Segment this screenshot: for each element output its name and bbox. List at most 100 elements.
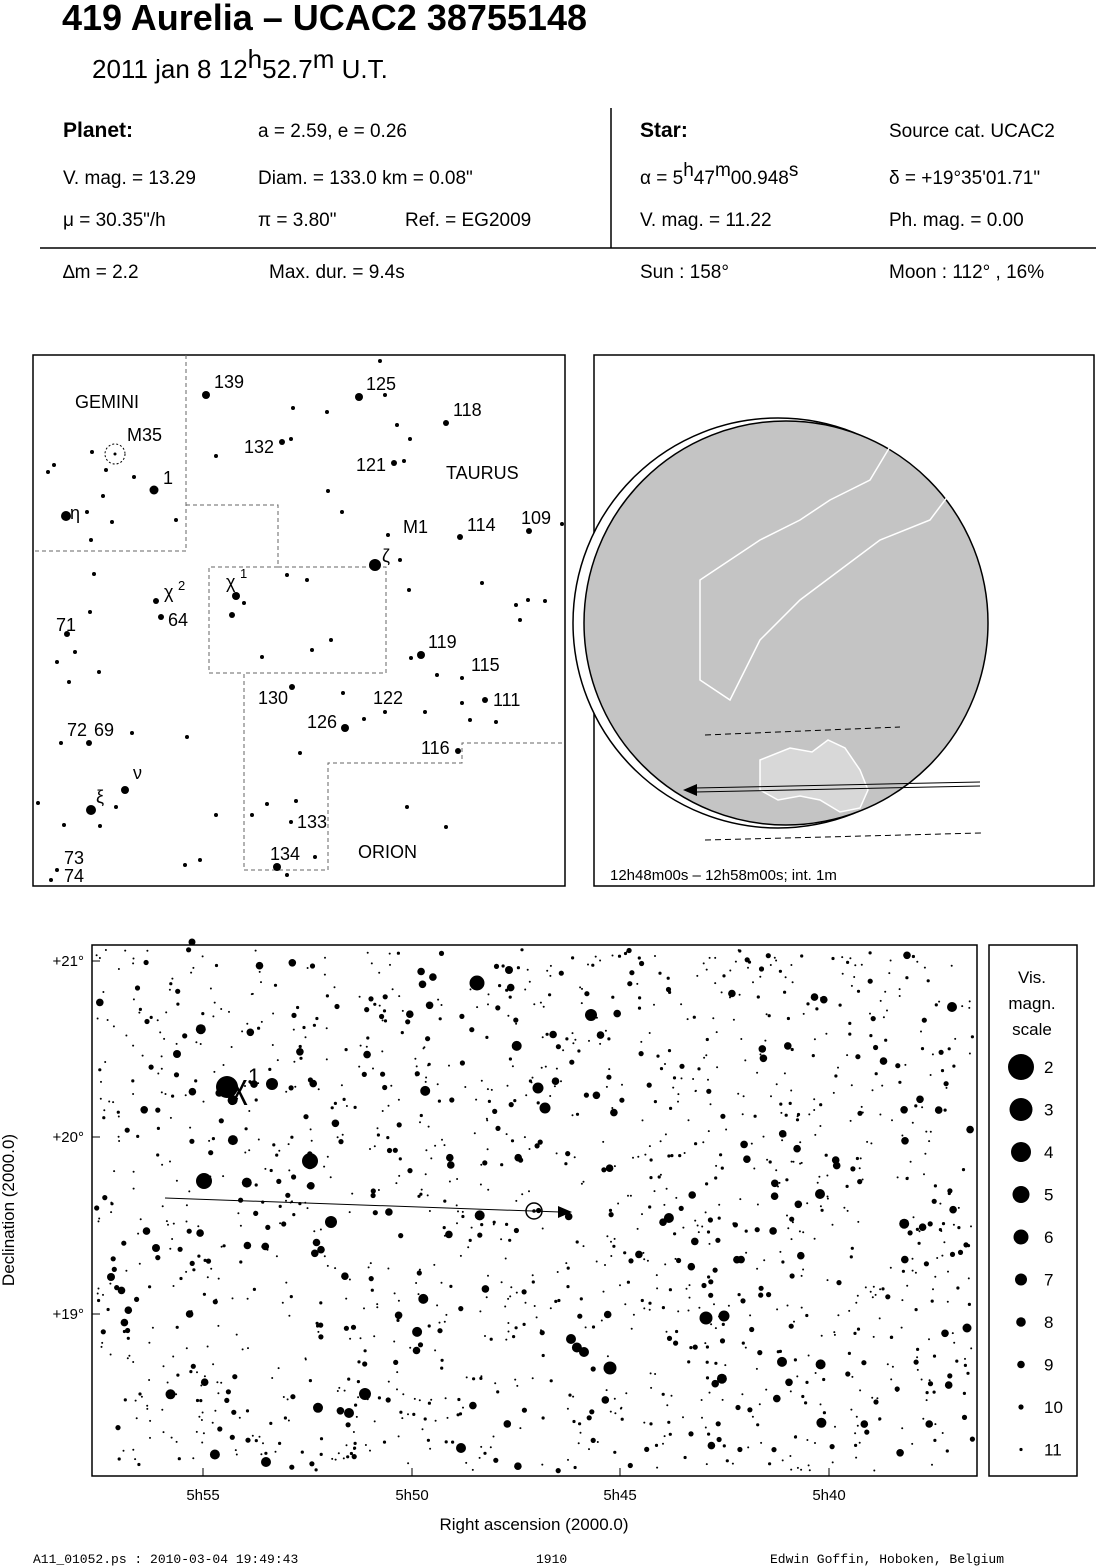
field-star <box>319 1301 323 1305</box>
field-star <box>909 1160 912 1163</box>
field-star <box>511 1040 522 1051</box>
field-star <box>175 1325 179 1329</box>
field-star <box>395 1182 398 1185</box>
field-star <box>349 1337 352 1340</box>
field-star <box>815 1007 819 1011</box>
finder-label: 73 <box>64 848 84 868</box>
field-star <box>854 964 857 967</box>
field-star <box>705 1182 709 1186</box>
field-star <box>873 1399 879 1405</box>
field-star <box>96 1017 99 1020</box>
field-star <box>161 1408 164 1411</box>
field-star <box>135 1417 138 1420</box>
bright-star <box>188 938 196 946</box>
field-star <box>102 1293 104 1296</box>
field-star <box>872 1335 875 1338</box>
finder-star <box>369 559 381 571</box>
field-star <box>415 1282 418 1284</box>
field-star <box>103 1109 106 1112</box>
field-star <box>319 1452 323 1456</box>
scale-dot <box>1016 1317 1026 1327</box>
field-star <box>572 1395 575 1398</box>
field-star <box>475 1098 478 1101</box>
field-star <box>931 1053 934 1056</box>
field-star <box>359 1044 362 1047</box>
field-star <box>310 1139 313 1142</box>
field-star <box>387 1104 390 1107</box>
field-star <box>688 1191 696 1199</box>
delta-mag: ∆m = 2.2 <box>63 262 139 283</box>
field-star <box>434 1349 437 1352</box>
field-star <box>138 1262 141 1265</box>
field-star <box>518 1465 521 1468</box>
finder-label: 121 <box>356 455 386 475</box>
field-star <box>789 1273 795 1279</box>
field-star <box>407 1168 413 1174</box>
field-star <box>715 1237 721 1243</box>
field-star <box>377 1396 381 1400</box>
field-star <box>208 1139 211 1142</box>
field-star <box>602 1290 605 1293</box>
field-star <box>898 995 901 997</box>
field-star <box>967 1302 972 1306</box>
finder-star <box>67 680 71 684</box>
field-star <box>234 1449 237 1452</box>
field-star <box>599 959 602 962</box>
field-star <box>202 1292 206 1296</box>
field-star <box>510 1139 515 1143</box>
field-star <box>588 1039 590 1042</box>
field-star <box>188 1190 191 1193</box>
field-star <box>352 1431 355 1433</box>
field-star <box>946 1300 949 1303</box>
field-star <box>692 1015 696 1019</box>
field-star <box>826 1279 829 1282</box>
field-star <box>793 1358 798 1362</box>
field-star <box>854 1432 857 1435</box>
field-star <box>700 1399 703 1401</box>
field-star <box>412 1412 416 1416</box>
field-star <box>486 1088 489 1091</box>
date-part: 2011 jan 8 12 <box>92 54 248 84</box>
field-star <box>873 1469 876 1472</box>
field-star <box>540 1329 542 1332</box>
bright-star <box>539 1102 551 1114</box>
field-star <box>201 1441 204 1444</box>
field-star <box>117 1286 126 1295</box>
field-star <box>414 1057 417 1060</box>
field-star <box>816 1417 827 1428</box>
field-star <box>505 1222 509 1226</box>
field-star <box>162 1431 165 1434</box>
field-star <box>521 1407 528 1413</box>
field-star <box>962 1391 967 1395</box>
field-star <box>941 1329 949 1338</box>
field-star <box>96 1292 99 1295</box>
field-star <box>468 1238 472 1242</box>
field-star <box>767 1014 771 1018</box>
target-star <box>525 1202 543 1220</box>
field-star <box>493 1457 499 1463</box>
field-star <box>448 1064 450 1067</box>
finder-star <box>340 510 344 514</box>
globe-caption: 12h48m00s – 12h58m00s; int. 1m <box>610 867 837 884</box>
field-star <box>168 988 171 991</box>
field-star <box>917 1241 921 1245</box>
field-star <box>683 1152 686 1154</box>
field-star <box>727 1304 730 1307</box>
field-star <box>110 1202 114 1206</box>
field-star <box>680 1003 683 1006</box>
field-star <box>338 1386 341 1389</box>
field-star <box>484 1335 486 1337</box>
field-star <box>833 1333 836 1336</box>
field-star <box>382 994 388 1000</box>
field-star <box>254 1183 258 1187</box>
field-star <box>448 1180 451 1183</box>
star-sup: 1 <box>248 1064 260 1089</box>
field-star <box>913 1359 919 1365</box>
field-star <box>443 1144 446 1147</box>
field-star <box>524 988 527 991</box>
field-star <box>797 1251 805 1260</box>
detail-frame <box>91 944 978 1477</box>
field-star <box>741 1113 744 1116</box>
field-star <box>244 1127 248 1131</box>
field-star <box>744 1059 747 1062</box>
